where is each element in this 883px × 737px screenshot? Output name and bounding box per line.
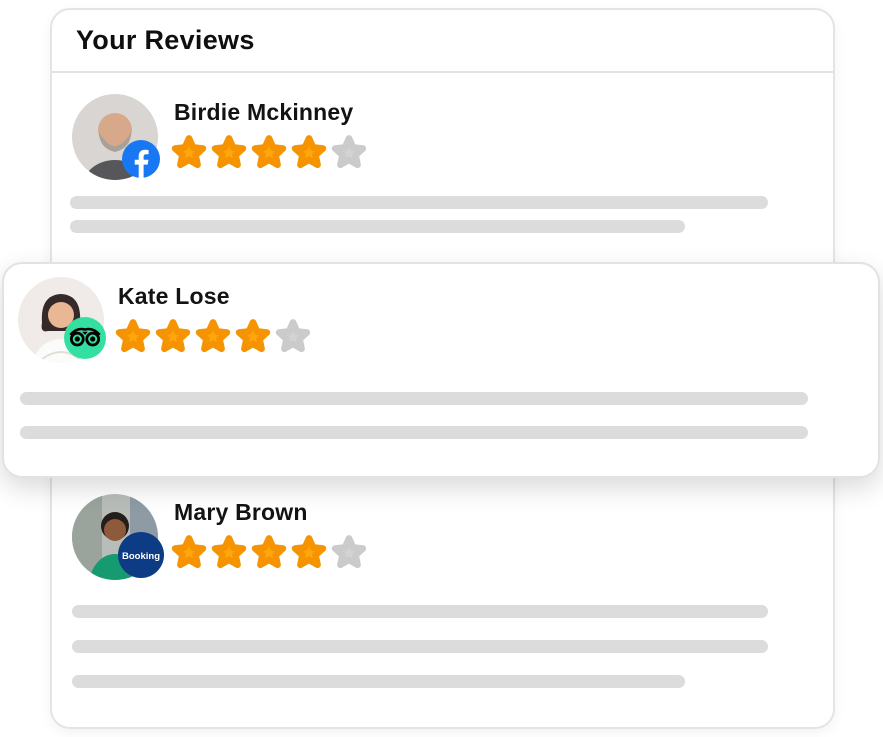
star-filled-icon [211, 135, 247, 169]
star-filled-icon [291, 135, 327, 169]
star-filled-icon [235, 319, 271, 353]
panel-header: Your Reviews [52, 10, 833, 73]
review-text-placeholder [72, 675, 685, 688]
review-text-lines [70, 196, 768, 233]
reviewer-name: Mary Brown [174, 499, 308, 525]
star-filled-icon [171, 535, 207, 569]
review-text-placeholder [72, 605, 768, 618]
review-text-lines [72, 605, 768, 688]
star-filled-icon [211, 535, 247, 569]
star-empty-icon [331, 135, 367, 169]
avatar [72, 94, 158, 180]
star-filled-icon [115, 319, 151, 353]
booking-icon: Booking [118, 532, 164, 578]
star-filled-icon [155, 319, 191, 353]
review-card-kate[interactable]: Kate Lose [2, 262, 880, 478]
star-rating [170, 534, 368, 572]
review-text-placeholder [70, 220, 685, 233]
tripadvisor-icon [64, 317, 106, 359]
star-empty-icon [331, 535, 367, 569]
star-filled-icon [251, 535, 287, 569]
review-text-placeholder [20, 392, 808, 405]
review-text-placeholder [70, 196, 768, 209]
facebook-icon [122, 140, 160, 178]
star-empty-icon [275, 319, 311, 353]
star-filled-icon [195, 319, 231, 353]
star-rating [114, 318, 312, 356]
page-title: Your Reviews [76, 25, 255, 55]
review-text-placeholder [72, 640, 768, 653]
reviewer-name: Kate Lose [118, 283, 230, 309]
review-text-lines [20, 392, 808, 439]
reviewer-name: Birdie Mckinney [174, 99, 354, 125]
svg-text:Booking: Booking [122, 551, 160, 562]
star-filled-icon [251, 135, 287, 169]
review-text-placeholder [20, 426, 808, 439]
star-rating [170, 134, 368, 172]
star-filled-icon [171, 135, 207, 169]
star-filled-icon [291, 535, 327, 569]
